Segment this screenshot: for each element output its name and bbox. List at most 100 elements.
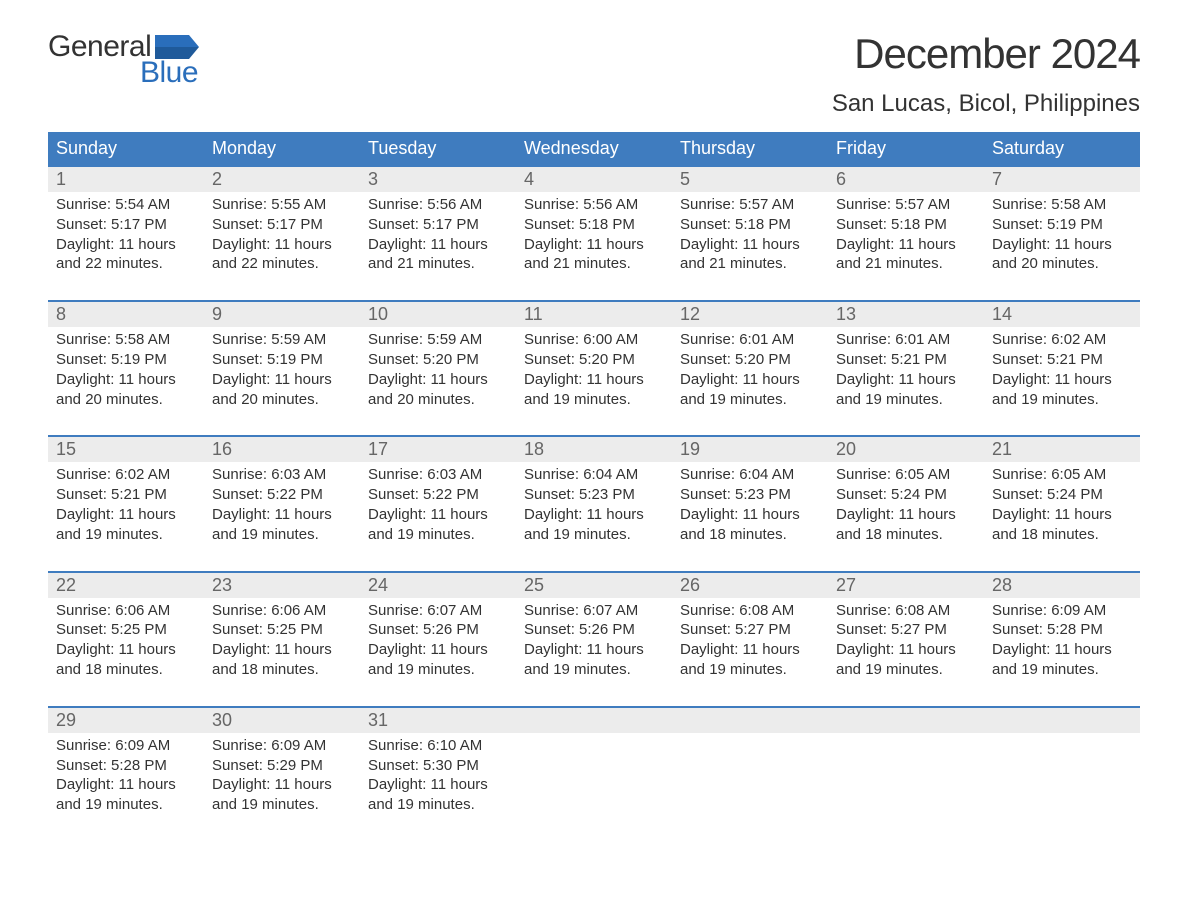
day-number: 18 xyxy=(516,437,672,462)
day-cell: Sunrise: 5:58 AMSunset: 5:19 PMDaylight:… xyxy=(984,192,1140,278)
day-number: 31 xyxy=(360,708,516,733)
daylight-line-2: and 19 minutes. xyxy=(56,525,196,545)
sunrise-line: Sunrise: 6:04 AM xyxy=(524,465,664,485)
sunset-line: Sunset: 5:18 PM xyxy=(680,215,820,235)
daylight-line-2: and 18 minutes. xyxy=(992,525,1132,545)
daylight-line-1: Daylight: 11 hours xyxy=(212,775,352,795)
day-number: 23 xyxy=(204,573,360,598)
day-number: 9 xyxy=(204,302,360,327)
daylight-line-1: Daylight: 11 hours xyxy=(524,235,664,255)
calendar: Sunday Monday Tuesday Wednesday Thursday… xyxy=(48,132,1140,819)
daylight-line-2: and 19 minutes. xyxy=(836,660,976,680)
day-number: 3 xyxy=(360,167,516,192)
daylight-line-1: Daylight: 11 hours xyxy=(368,775,508,795)
daylight-line-2: and 19 minutes. xyxy=(212,795,352,815)
sunset-line: Sunset: 5:27 PM xyxy=(680,620,820,640)
sunrise-line: Sunrise: 6:02 AM xyxy=(992,330,1132,350)
header: General Blue December 2024 San Lucas, Bi… xyxy=(48,30,1140,118)
day-number-row: 891011121314 xyxy=(48,302,1140,327)
daylight-line-1: Daylight: 11 hours xyxy=(56,640,196,660)
daylight-line-1: Daylight: 11 hours xyxy=(524,370,664,390)
daylight-line-1: Daylight: 11 hours xyxy=(836,370,976,390)
day-number: 7 xyxy=(984,167,1140,192)
daylight-line-2: and 22 minutes. xyxy=(212,254,352,274)
daylight-line-1: Daylight: 11 hours xyxy=(836,505,976,525)
day-cell: Sunrise: 6:09 AMSunset: 5:28 PMDaylight:… xyxy=(48,733,204,819)
daylight-line-1: Daylight: 11 hours xyxy=(56,505,196,525)
sunset-line: Sunset: 5:19 PM xyxy=(992,215,1132,235)
calendar-week: 15161718192021Sunrise: 6:02 AMSunset: 5:… xyxy=(48,435,1140,548)
dow-thursday: Thursday xyxy=(672,132,828,165)
daylight-line-1: Daylight: 11 hours xyxy=(836,640,976,660)
sunrise-line: Sunrise: 6:07 AM xyxy=(524,601,664,621)
day-number: 16 xyxy=(204,437,360,462)
day-cell: Sunrise: 5:59 AMSunset: 5:19 PMDaylight:… xyxy=(204,327,360,413)
day-cell: Sunrise: 6:06 AMSunset: 5:25 PMDaylight:… xyxy=(48,598,204,684)
sunrise-line: Sunrise: 6:00 AM xyxy=(524,330,664,350)
day-number: 6 xyxy=(828,167,984,192)
sunset-line: Sunset: 5:23 PM xyxy=(680,485,820,505)
day-cell: Sunrise: 5:57 AMSunset: 5:18 PMDaylight:… xyxy=(672,192,828,278)
daylight-line-2: and 20 minutes. xyxy=(56,390,196,410)
calendar-week: 1234567Sunrise: 5:54 AMSunset: 5:17 PMDa… xyxy=(48,165,1140,278)
daylight-line-2: and 19 minutes. xyxy=(212,525,352,545)
sunset-line: Sunset: 5:27 PM xyxy=(836,620,976,640)
sunset-line: Sunset: 5:22 PM xyxy=(368,485,508,505)
sunset-line: Sunset: 5:28 PM xyxy=(992,620,1132,640)
daylight-line-1: Daylight: 11 hours xyxy=(524,640,664,660)
daylight-line-1: Daylight: 11 hours xyxy=(368,235,508,255)
daylight-line-2: and 20 minutes. xyxy=(212,390,352,410)
daylight-line-2: and 22 minutes. xyxy=(56,254,196,274)
sunrise-line: Sunrise: 5:59 AM xyxy=(212,330,352,350)
day-cell: Sunrise: 6:05 AMSunset: 5:24 PMDaylight:… xyxy=(828,462,984,548)
sunrise-line: Sunrise: 5:58 AM xyxy=(992,195,1132,215)
daylight-line-1: Daylight: 11 hours xyxy=(368,505,508,525)
day-number xyxy=(984,708,1140,733)
daylight-line-1: Daylight: 11 hours xyxy=(212,640,352,660)
sunset-line: Sunset: 5:21 PM xyxy=(56,485,196,505)
day-cell: Sunrise: 6:08 AMSunset: 5:27 PMDaylight:… xyxy=(828,598,984,684)
sunset-line: Sunset: 5:17 PM xyxy=(56,215,196,235)
day-number xyxy=(828,708,984,733)
sunset-line: Sunset: 5:20 PM xyxy=(524,350,664,370)
daylight-line-2: and 19 minutes. xyxy=(524,390,664,410)
daylight-line-1: Daylight: 11 hours xyxy=(992,505,1132,525)
sunrise-line: Sunrise: 6:08 AM xyxy=(680,601,820,621)
day-cell: Sunrise: 6:01 AMSunset: 5:21 PMDaylight:… xyxy=(828,327,984,413)
day-cell: Sunrise: 6:07 AMSunset: 5:26 PMDaylight:… xyxy=(516,598,672,684)
month-title: December 2024 xyxy=(832,30,1140,78)
sunset-line: Sunset: 5:29 PM xyxy=(212,756,352,776)
daylight-line-2: and 18 minutes. xyxy=(212,660,352,680)
sunrise-line: Sunrise: 6:09 AM xyxy=(992,601,1132,621)
daylight-line-1: Daylight: 11 hours xyxy=(212,505,352,525)
dow-sunday: Sunday xyxy=(48,132,204,165)
daylight-line-1: Daylight: 11 hours xyxy=(680,235,820,255)
day-data-row: Sunrise: 6:02 AMSunset: 5:21 PMDaylight:… xyxy=(48,462,1140,548)
sunrise-line: Sunrise: 5:57 AM xyxy=(680,195,820,215)
day-cell: Sunrise: 6:04 AMSunset: 5:23 PMDaylight:… xyxy=(672,462,828,548)
daylight-line-2: and 19 minutes. xyxy=(836,390,976,410)
sunrise-line: Sunrise: 5:58 AM xyxy=(56,330,196,350)
sunrise-line: Sunrise: 6:05 AM xyxy=(992,465,1132,485)
sunrise-line: Sunrise: 6:08 AM xyxy=(836,601,976,621)
day-of-week-header: Sunday Monday Tuesday Wednesday Thursday… xyxy=(48,132,1140,165)
day-number: 10 xyxy=(360,302,516,327)
daylight-line-2: and 18 minutes. xyxy=(56,660,196,680)
sunrise-line: Sunrise: 6:06 AM xyxy=(56,601,196,621)
day-data-row: Sunrise: 6:09 AMSunset: 5:28 PMDaylight:… xyxy=(48,733,1140,819)
day-cell: Sunrise: 5:58 AMSunset: 5:19 PMDaylight:… xyxy=(48,327,204,413)
daylight-line-2: and 21 minutes. xyxy=(836,254,976,274)
sunset-line: Sunset: 5:22 PM xyxy=(212,485,352,505)
sunrise-line: Sunrise: 6:04 AM xyxy=(680,465,820,485)
sunrise-line: Sunrise: 6:09 AM xyxy=(56,736,196,756)
sunset-line: Sunset: 5:30 PM xyxy=(368,756,508,776)
daylight-line-2: and 18 minutes. xyxy=(680,525,820,545)
day-data-row: Sunrise: 5:54 AMSunset: 5:17 PMDaylight:… xyxy=(48,192,1140,278)
daylight-line-2: and 19 minutes. xyxy=(368,525,508,545)
sunset-line: Sunset: 5:21 PM xyxy=(992,350,1132,370)
daylight-line-2: and 19 minutes. xyxy=(368,660,508,680)
daylight-line-2: and 19 minutes. xyxy=(368,795,508,815)
daylight-line-1: Daylight: 11 hours xyxy=(368,640,508,660)
sunrise-line: Sunrise: 5:59 AM xyxy=(368,330,508,350)
day-data-row: Sunrise: 5:58 AMSunset: 5:19 PMDaylight:… xyxy=(48,327,1140,413)
